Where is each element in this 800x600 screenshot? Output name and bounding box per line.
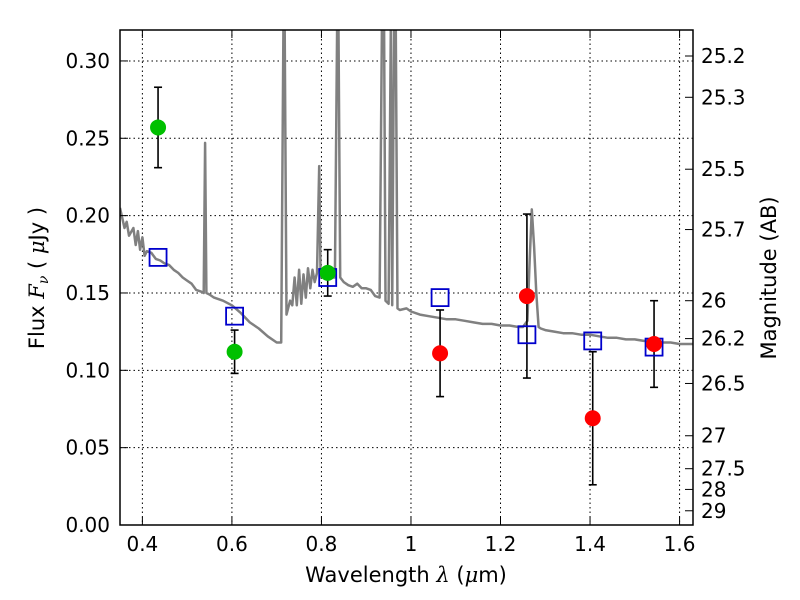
model-photometry-square [430,288,450,308]
y-tick-label: 0.00 [65,513,110,537]
model-photometry-square [517,325,537,345]
y-tick-label: 0.20 [65,204,110,228]
y-tick-label: 0.25 [65,126,110,150]
y-axis-label: Flux Fν ( μJy ) [25,207,52,349]
observed-flux-point [150,119,167,136]
x-tick-label: 0.8 [306,532,338,556]
observed-flux-point [432,345,449,362]
plot-frame [119,29,694,526]
x-tick-label: 0.6 [216,532,248,556]
y-tick-label: 0.30 [65,49,110,73]
observed-flux-point [584,410,601,427]
x-axis-label: Wavelength λ (μm) [305,563,507,587]
y-tick-label: 0.15 [65,281,110,305]
y2-tick-label: 28 [701,477,726,501]
observed-flux-point [518,288,535,305]
y2-tick-label: 26.5 [701,371,746,395]
y2-axis-label: Magnitude (AB) [757,196,781,359]
observed-flux-point [319,264,336,281]
observed-flux-point [226,343,243,360]
y-tick-label: 0.05 [65,436,110,460]
model-photometry-square [225,306,245,326]
y2-tick-label: 29 [701,499,726,523]
x-tick-label: 0.4 [126,532,158,556]
y2-tick-label: 25.3 [701,85,746,109]
x-tick-label: 1 [405,532,418,556]
x-tick-label: 1.6 [664,532,696,556]
observed-flux-point [646,336,663,353]
x-tick-label: 1.4 [574,532,606,556]
y2-tick-label: 25.7 [701,218,746,242]
x-tick-label: 1.2 [485,532,517,556]
axes: 0.4 0.6 0.8 1 1.2 1.4 1.6 0.00 0.05 0.10 0.15 0.20 0… [65,30,746,556]
y2-tick-label: 27 [701,424,726,448]
y2-tick-label: 26 [701,289,726,313]
y-tick-label: 0.10 [65,358,110,382]
y2-tick-label: 26.2 [701,327,746,351]
y2-tick-label: 27.5 [701,457,746,481]
model-photometry-square [583,331,603,351]
plot-area [120,30,693,486]
model-spectrum-line [120,30,693,346]
y2-tick-label: 25.2 [701,44,746,68]
model-photometry-square [148,247,168,267]
y2-tick-label: 25.5 [701,157,746,181]
